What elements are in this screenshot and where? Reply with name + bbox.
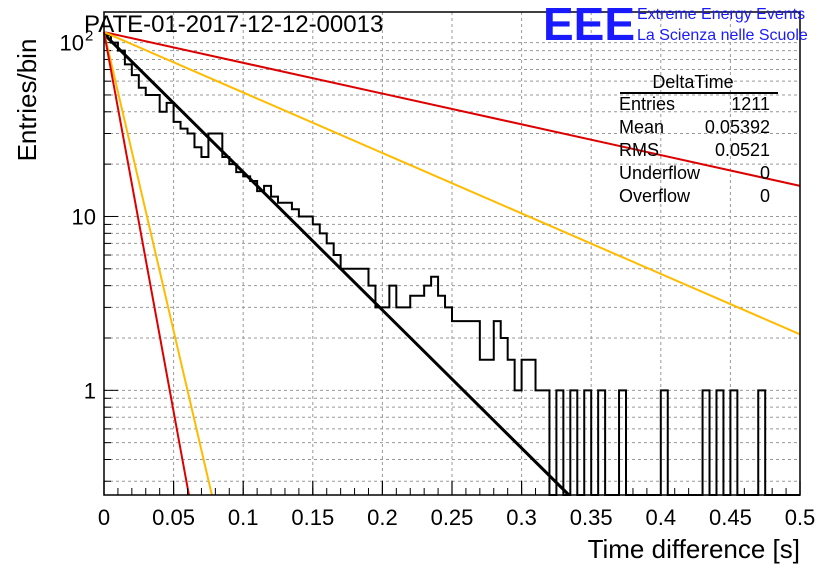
logo-line2: La Scienza nelle Scuole <box>637 27 808 44</box>
stats-row-label: Mean <box>619 117 664 137</box>
x-tick-label: 0.05 <box>152 505 195 530</box>
y-tick-exponent: 2 <box>85 28 93 45</box>
x-tick-label: 0.25 <box>431 505 474 530</box>
stats-row-value: 0.05392 <box>705 117 770 137</box>
line-yellow-lower <box>103 31 213 496</box>
stats-box: DeltaTime Entries 1211 Mean 0.05392 RMS 0.052… <box>619 72 778 206</box>
stats-row-label: Underflow <box>619 163 701 183</box>
x-axis-label: Time difference [s] <box>588 534 800 564</box>
x-tick-label: 0.4 <box>646 505 677 530</box>
stats-title: DeltaTime <box>652 72 733 92</box>
stats-row-value: 0.0521 <box>715 140 770 160</box>
eee-logo: EEE Extreme Energy Events La Scienza nel… <box>543 0 808 50</box>
y-axis-label: Entries/bin <box>12 39 42 162</box>
histogram-series <box>104 34 800 496</box>
stats-row-label: Overflow <box>619 186 691 206</box>
x-tick-label: 0 <box>98 505 110 530</box>
stats-row-value: 0 <box>760 163 770 183</box>
stats-row-value: 0 <box>760 186 770 206</box>
x-tick-label: 0.2 <box>367 505 398 530</box>
stats-row-label: Entries <box>619 94 675 114</box>
fit-lines <box>102 31 801 497</box>
x-tick-label: 0.35 <box>570 505 613 530</box>
x-tick-label: 0.45 <box>709 505 752 530</box>
chart-title: PATE-01-2017-12-12-00013 <box>84 11 383 38</box>
logo-line1: Extreme Energy Events <box>637 6 805 23</box>
stats-row-value: 1211 <box>731 94 770 114</box>
line-yellow-upper <box>103 31 801 336</box>
line-fit <box>102 32 570 497</box>
y-tick-label: 10 <box>72 204 96 229</box>
x-tick-label: 0.5 <box>785 505 816 530</box>
line-red-upper <box>103 31 801 187</box>
stats-row-label: RMS <box>619 140 659 160</box>
x-axis-ticks: 0 0.05 0.1 0.15 0.2 0.25 0.3 0.35 0.4 0.45 0.5 <box>98 481 815 530</box>
line-red-lower <box>103 31 190 496</box>
x-tick-label: 0.1 <box>228 505 259 530</box>
x-tick-label: 0.3 <box>506 505 537 530</box>
x-tick-label: 0.15 <box>291 505 334 530</box>
y-minor-ticks <box>104 42 118 482</box>
y-tick-label: 1 <box>84 378 96 403</box>
logo-mark: EEE <box>543 0 635 50</box>
y-tick-label: 10 <box>60 31 84 56</box>
